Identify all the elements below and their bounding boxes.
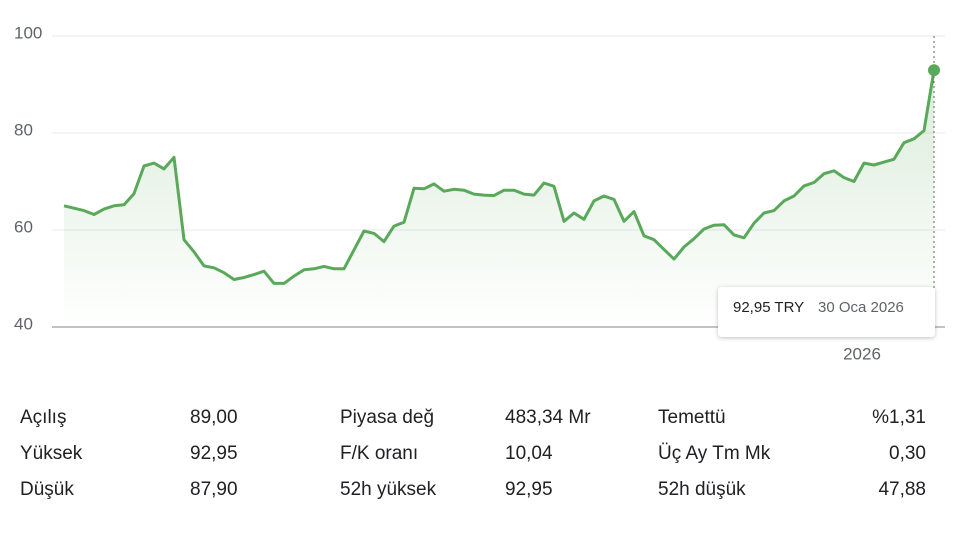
stat-value: 92,95 (505, 479, 553, 500)
tooltip-price: 92,95 TRY (733, 299, 804, 316)
stat-value: 47,88 (878, 479, 926, 500)
stat-label: Düşük (20, 479, 74, 500)
y-tick-label: 100 (14, 23, 42, 42)
stat-value: 483,34 Mr (505, 407, 591, 428)
stat-label: Piyasa değ (340, 407, 434, 428)
stat-value: 89,00 (190, 407, 238, 428)
y-tick-label: 40 (14, 314, 33, 333)
stat-label: 52h yüksek (340, 479, 437, 500)
stat-label: Açılış (20, 407, 66, 428)
x-tick-label: 2026 (843, 344, 881, 363)
y-tick-label: 60 (14, 217, 33, 236)
stat-label: Temettü (658, 407, 726, 428)
stat-value: 10,04 (505, 443, 553, 464)
last-point (928, 64, 940, 77)
stat-value: 0,30 (889, 443, 926, 464)
stat-value: %1,31 (872, 407, 926, 428)
stat-label: Yüksek (20, 443, 83, 464)
price-line (63, 69, 936, 285)
stat-value: 92,95 (190, 443, 238, 464)
stat-label: Üç Ay Tm Mk (658, 443, 771, 464)
tooltip (718, 287, 935, 337)
stat-value: 87,90 (190, 479, 238, 500)
stat-label: 52h düşük (658, 479, 746, 500)
stat-label: F/K oranı (340, 443, 418, 464)
y-tick-label: 80 (14, 120, 33, 139)
area (64, 70, 934, 327)
tooltip-date: 30 Oca 2026 (818, 299, 904, 316)
